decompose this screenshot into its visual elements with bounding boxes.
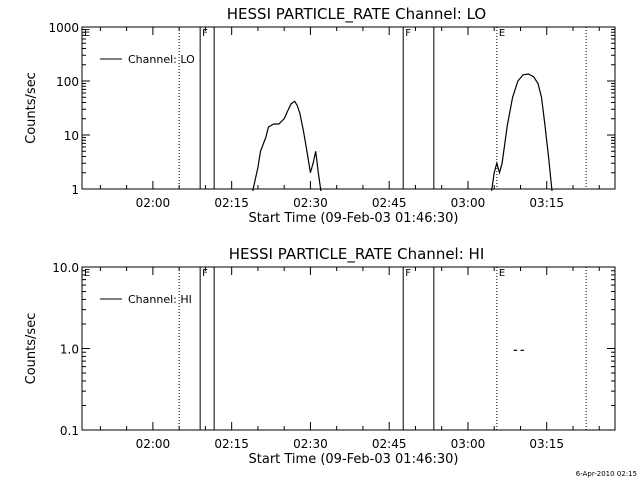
y-tick-label: 1000 [48,21,79,35]
event-marker-label: E [84,268,90,279]
x-tick-label: 02:30 [293,437,328,451]
plot-frame [81,266,616,431]
y-tick-label: 1 [71,183,79,197]
y-tick-label: 1.0 [60,343,79,357]
chart-title: HESSI PARTICLE_RATE Channel: LO [227,5,486,24]
y-axis-label: Counts/sec [24,313,39,385]
panel-lo: HESSI PARTICLE_RATE Channel: LO 1 10 100 100… [24,5,616,226]
y-tick-label: 0.1 [60,424,79,438]
x-axis-label: Start Time (09-Feb-03 01:46:30) [249,452,459,467]
y-axis-label: Counts/sec [24,72,39,144]
panel-hi: HESSI PARTICLE_RATE Channel: HI 0.1 1.0 10.… [24,245,616,467]
x-tick-label: 03:00 [451,437,486,451]
x-tick-label: 02:45 [372,196,407,210]
legend-label: Channel: LO [128,53,195,66]
x-axis-label: Start Time (09-Feb-03 01:46:30) [249,211,459,226]
event-marker-label: F [405,28,411,39]
x-tick-label: 02:30 [293,196,328,210]
plot-timestamp: 6-Apr-2010 02:15 [576,470,637,478]
y-tick-label: 10 [64,129,79,143]
plot-frame [81,26,616,190]
x-tick-label: 02:15 [214,437,249,451]
event-marker-label: E [84,28,90,39]
event-marker-label: E [499,28,505,39]
x-tick-label: 03:15 [529,196,564,210]
y-tick-label: 100 [56,75,79,89]
data-series-line [252,100,322,192]
y-tick-label: 10.0 [52,261,79,275]
x-tick-label: 03:15 [529,437,564,451]
x-tick-label: 02:00 [136,196,171,210]
data-series-line [491,73,553,192]
event-marker-label: F [202,28,208,39]
x-tick-label: 03:00 [451,196,486,210]
event-marker-label: F [405,268,411,279]
event-marker-label: F [202,268,208,279]
x-tick-label: 02:45 [372,437,407,451]
event-marker-label: E [499,268,505,279]
x-tick-label: 02:00 [136,437,171,451]
legend-label: Channel: HI [128,293,192,306]
chart-title: HESSI PARTICLE_RATE Channel: HI [229,245,485,264]
x-tick-label: 02:15 [214,196,249,210]
